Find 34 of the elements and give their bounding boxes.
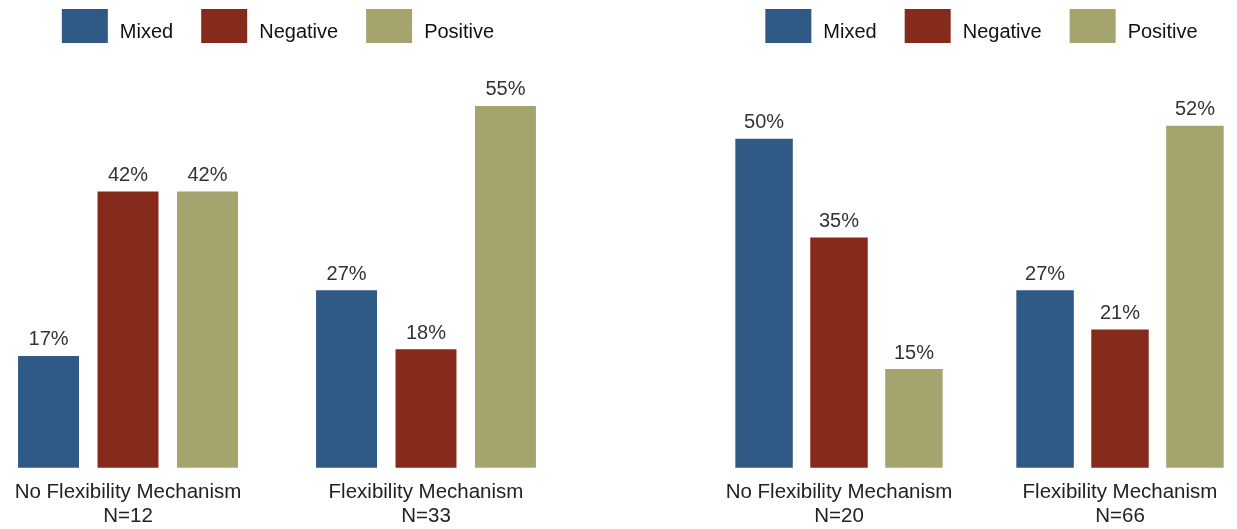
bar bbox=[316, 290, 378, 468]
x-tick-label: Flexibility Mechanism N=66 bbox=[1022, 478, 1218, 527]
bar bbox=[18, 355, 80, 468]
x-tick-label: No Flexibility Mechanism N=20 bbox=[725, 478, 953, 527]
legend-label: Positive bbox=[424, 19, 495, 42]
data-label: 18% bbox=[405, 320, 447, 343]
bar bbox=[1166, 125, 1224, 468]
legend-label: Positive bbox=[1127, 19, 1198, 42]
bar bbox=[97, 191, 159, 468]
data-label: 50% bbox=[744, 110, 785, 133]
bar bbox=[735, 138, 793, 468]
data-label: 27% bbox=[326, 261, 367, 284]
legend-label: Mixed bbox=[119, 19, 174, 42]
x-tick-label: No Flexibility Mechanism N=12 bbox=[14, 478, 242, 527]
bar bbox=[176, 191, 238, 468]
x-tick-label: Flexibility Mechanism N=33 bbox=[328, 478, 524, 527]
data-label: 35% bbox=[818, 209, 860, 232]
legend-label: Negative bbox=[259, 19, 339, 42]
data-label: 42% bbox=[107, 162, 149, 185]
bar bbox=[1016, 290, 1074, 468]
legend-label: Negative bbox=[962, 19, 1042, 42]
data-label: 15% bbox=[893, 340, 935, 363]
data-label: 27% bbox=[1025, 261, 1066, 284]
legend-label: Mixed bbox=[823, 19, 877, 42]
data-label: 21% bbox=[1099, 301, 1141, 324]
data-label: 55% bbox=[485, 77, 526, 100]
bar bbox=[395, 349, 457, 468]
data-label: 17% bbox=[28, 327, 69, 350]
data-label: 42% bbox=[187, 162, 228, 185]
bar bbox=[474, 105, 536, 468]
data-label: 52% bbox=[1174, 97, 1216, 120]
bar bbox=[810, 237, 868, 468]
bar bbox=[885, 369, 943, 468]
bar bbox=[1091, 329, 1149, 468]
